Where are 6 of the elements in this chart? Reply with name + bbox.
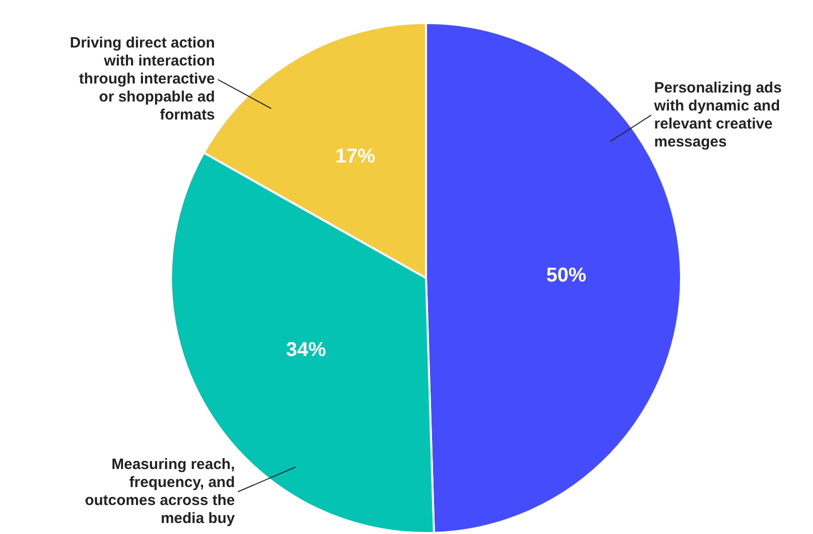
slice-label: Driving direct action with interaction through interactive or shoppable ad formats bbox=[70, 34, 215, 124]
data-label: 17% bbox=[335, 145, 376, 168]
data-label: 34% bbox=[286, 339, 326, 362]
slice-label: Personalizing ads with dynamic and relevant creative messages bbox=[653, 79, 782, 150]
data-label: 50% bbox=[546, 264, 586, 286]
slice-label: Measuring reach, frequency, and outcomes across the media buy bbox=[84, 456, 236, 527]
